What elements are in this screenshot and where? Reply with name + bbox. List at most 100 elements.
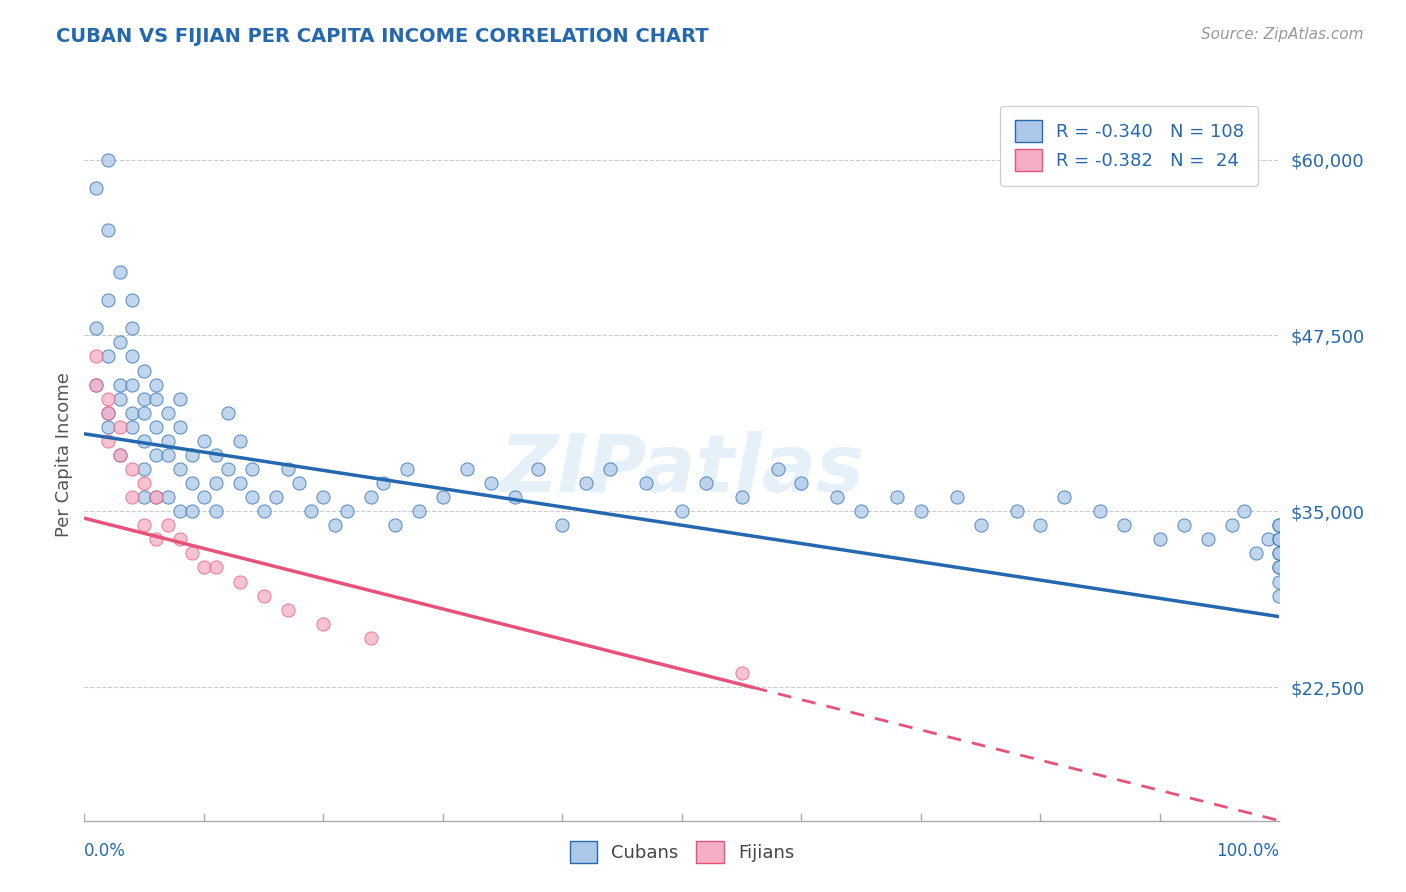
Point	[1233, 504, 1256, 518]
Point	[132, 462, 156, 476]
Point	[1257, 533, 1279, 547]
Point	[217, 462, 239, 476]
Point	[97, 350, 120, 364]
Point	[181, 504, 204, 518]
Point	[132, 490, 156, 504]
Point	[132, 518, 156, 533]
Point	[157, 448, 180, 462]
Point	[145, 533, 167, 547]
Point	[396, 462, 419, 476]
Point	[110, 392, 132, 406]
Point	[205, 448, 228, 462]
Point	[205, 476, 228, 491]
Point	[360, 631, 382, 645]
Point	[456, 462, 478, 476]
Point	[229, 434, 252, 448]
Point	[240, 490, 263, 504]
Point	[373, 476, 395, 491]
Point	[886, 490, 908, 504]
Point	[169, 419, 191, 434]
Point	[86, 180, 108, 194]
Point	[132, 392, 156, 406]
Point	[132, 476, 156, 491]
Point	[1268, 560, 1291, 574]
Point	[132, 434, 156, 448]
Point	[1005, 504, 1028, 518]
Point	[121, 293, 143, 308]
Point	[277, 462, 299, 476]
Point	[97, 406, 120, 420]
Point	[1029, 518, 1052, 533]
Point	[527, 462, 550, 476]
Point	[1268, 518, 1291, 533]
Point	[253, 589, 276, 603]
Point	[193, 434, 215, 448]
Point	[277, 602, 299, 616]
Point	[766, 462, 789, 476]
Point	[145, 448, 167, 462]
Point	[671, 504, 693, 518]
Point	[851, 504, 873, 518]
Text: 100.0%: 100.0%	[1216, 842, 1279, 860]
Point	[181, 448, 204, 462]
Point	[121, 462, 143, 476]
Point	[312, 616, 335, 631]
Point	[169, 533, 191, 547]
Point	[325, 518, 347, 533]
Point	[1268, 533, 1291, 547]
Point	[1268, 589, 1291, 603]
Point	[121, 419, 143, 434]
Point	[97, 223, 120, 237]
Point	[97, 293, 120, 308]
Point	[97, 392, 120, 406]
Text: CUBAN VS FIJIAN PER CAPITA INCOME CORRELATION CHART: CUBAN VS FIJIAN PER CAPITA INCOME CORREL…	[56, 27, 709, 45]
Point	[97, 419, 120, 434]
Point	[1268, 560, 1291, 574]
Point	[110, 448, 132, 462]
Point	[384, 518, 406, 533]
Point	[97, 434, 120, 448]
Point	[695, 476, 717, 491]
Point	[970, 518, 993, 533]
Point	[301, 504, 323, 518]
Point	[1197, 533, 1219, 547]
Point	[575, 476, 598, 491]
Point	[193, 560, 215, 574]
Point	[1053, 490, 1076, 504]
Point	[731, 665, 754, 680]
Point	[145, 490, 167, 504]
Text: 0.0%: 0.0%	[84, 842, 127, 860]
Point	[910, 504, 932, 518]
Point	[205, 560, 228, 574]
Point	[169, 462, 191, 476]
Point	[229, 476, 252, 491]
Point	[121, 490, 143, 504]
Point	[827, 490, 849, 504]
Point	[86, 377, 108, 392]
Point	[1268, 546, 1291, 560]
Point	[110, 335, 132, 350]
Point	[132, 363, 156, 377]
Point	[110, 377, 132, 392]
Point	[253, 504, 276, 518]
Point	[121, 406, 143, 420]
Point	[110, 265, 132, 279]
Point	[86, 321, 108, 335]
Point	[599, 462, 621, 476]
Point	[181, 546, 204, 560]
Point	[1268, 574, 1291, 589]
Point	[145, 490, 167, 504]
Point	[1244, 546, 1267, 560]
Point	[1268, 546, 1291, 560]
Point	[264, 490, 287, 504]
Point	[169, 392, 191, 406]
Point	[217, 406, 239, 420]
Point	[1114, 518, 1136, 533]
Point	[181, 476, 204, 491]
Point	[157, 518, 180, 533]
Point	[336, 504, 359, 518]
Legend: Cubans, Fijians: Cubans, Fijians	[555, 827, 808, 878]
Point	[946, 490, 969, 504]
Point	[1149, 533, 1171, 547]
Point	[97, 153, 120, 167]
